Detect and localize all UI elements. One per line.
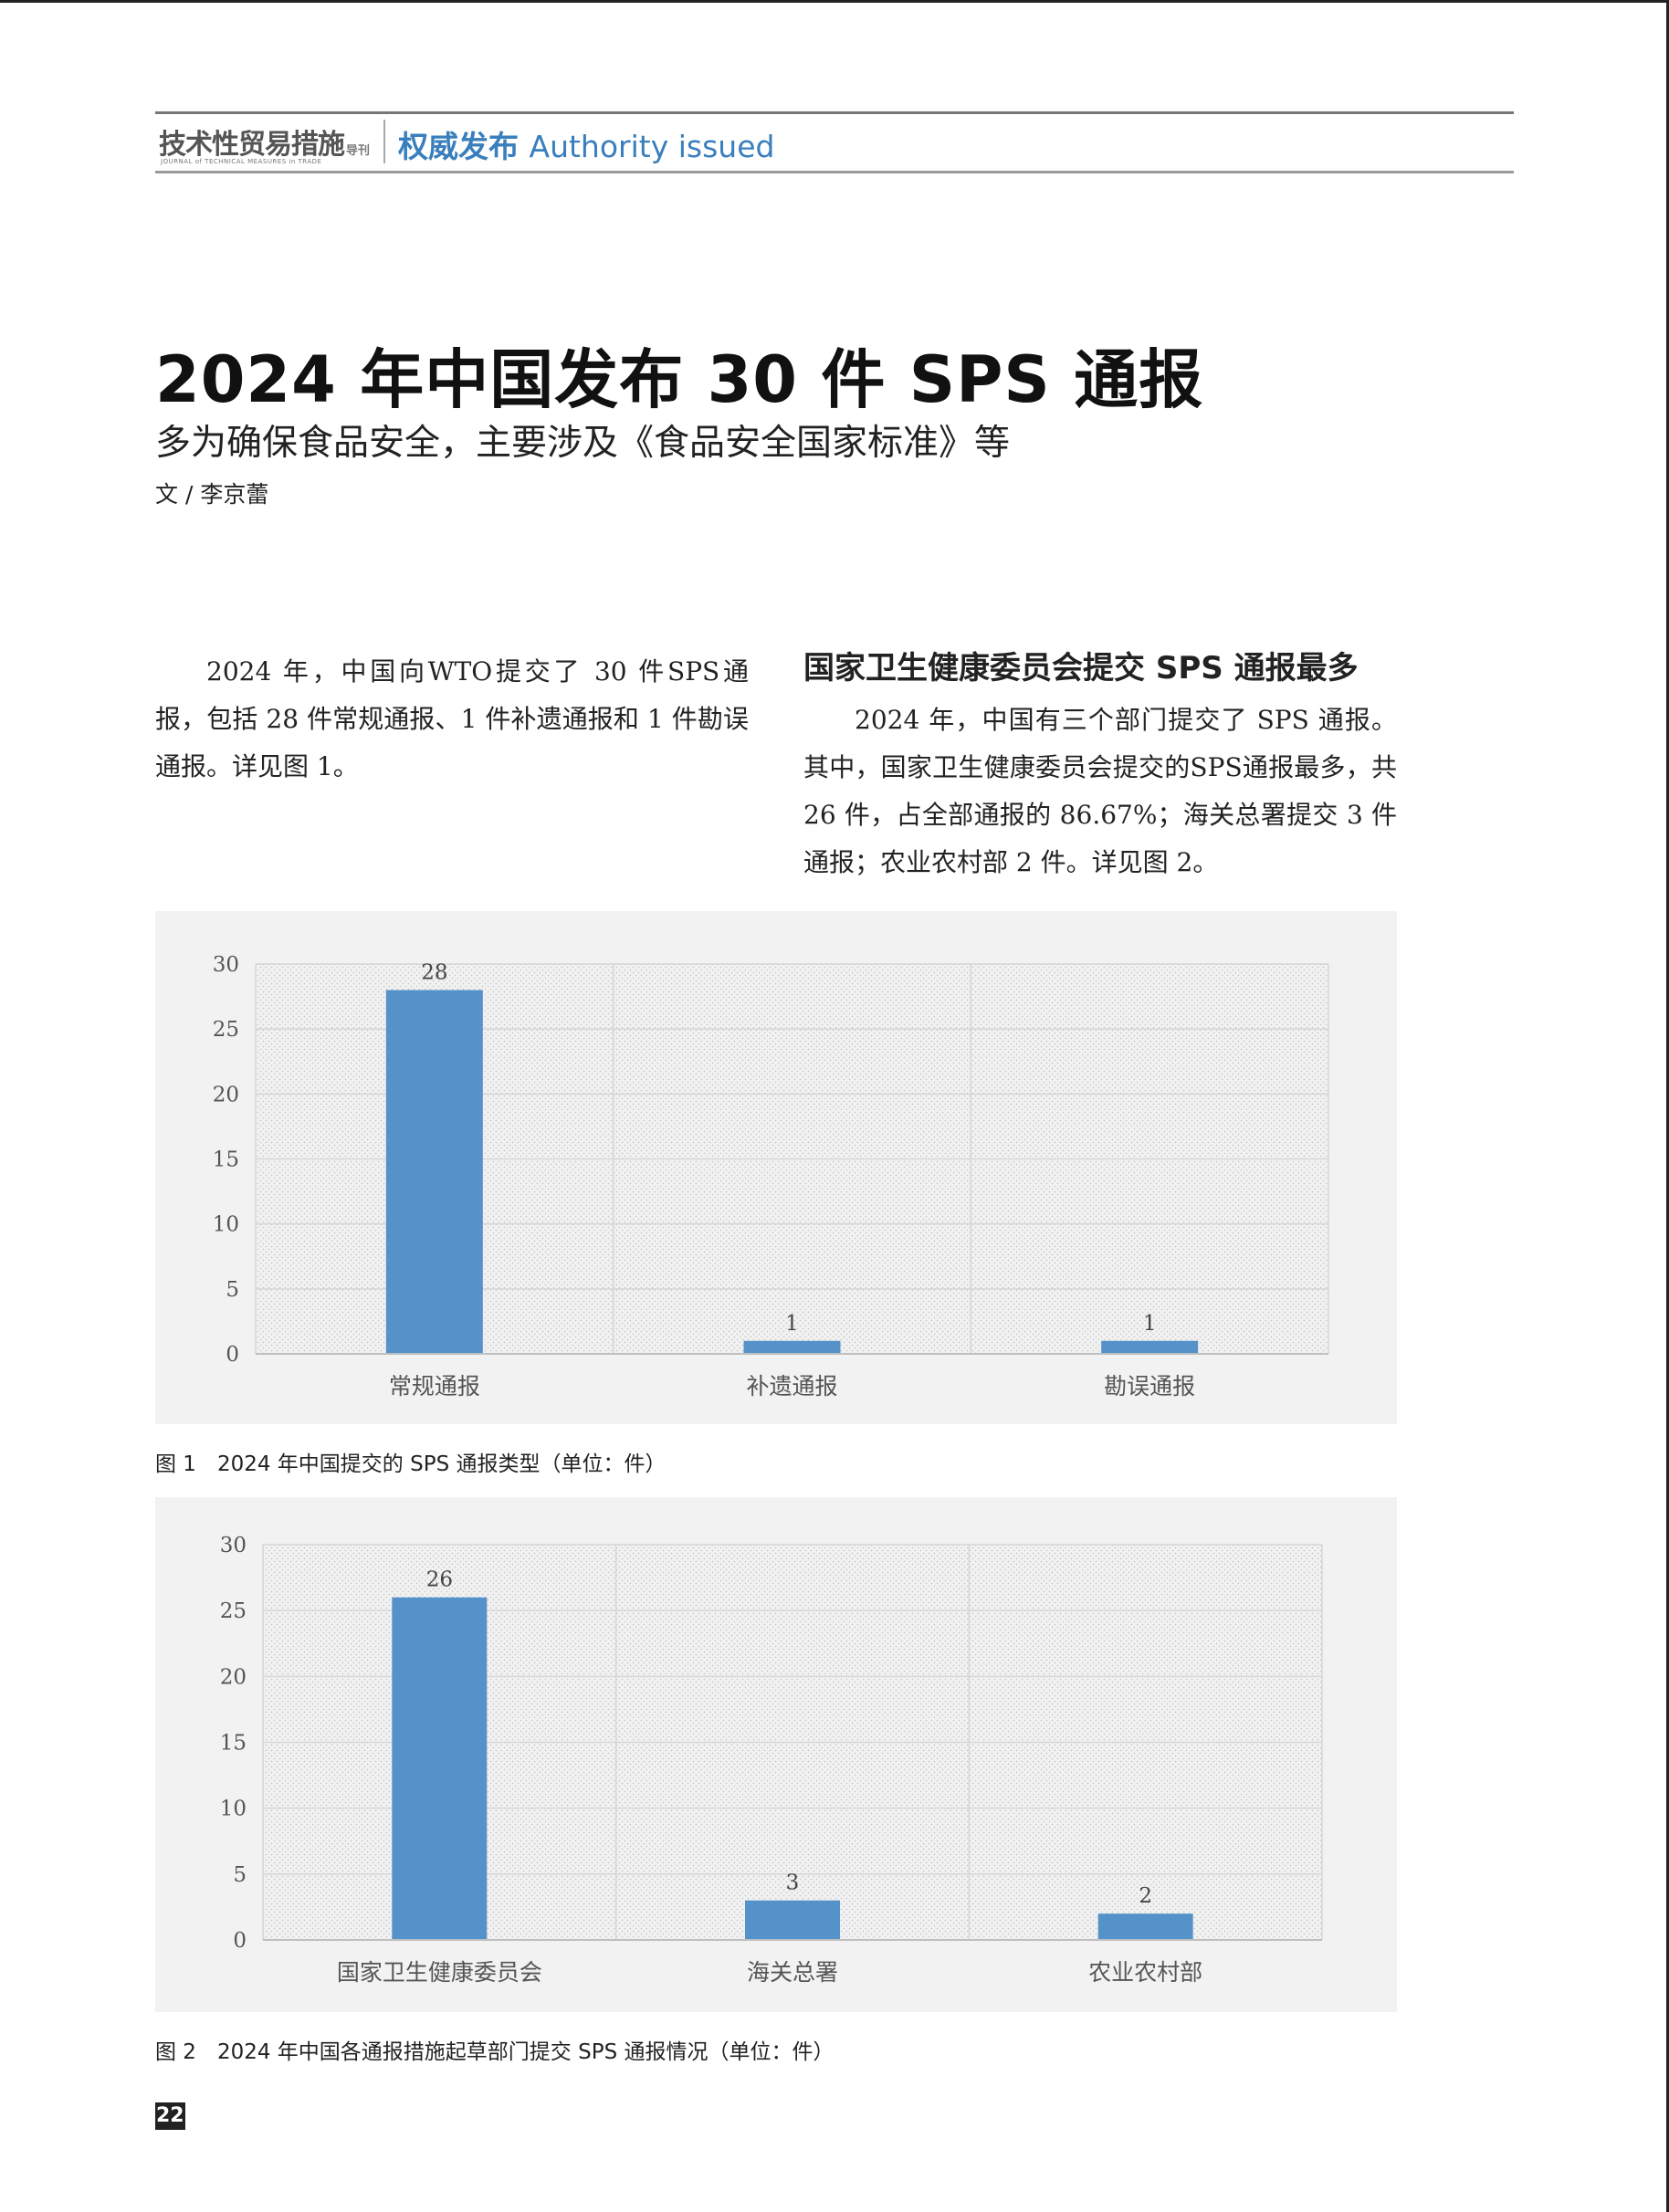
category-label: 补遗通报: [746, 1373, 837, 1400]
y-tick-label: 30: [213, 953, 239, 977]
journal-tag: 导刊: [346, 144, 371, 158]
y-tick-label: 25: [220, 1599, 247, 1623]
bar-value-label: 3: [786, 1871, 800, 1895]
section-heading: 国家卫生健康委员会提交 SPS 通报最多: [803, 650, 1359, 687]
page-frame-right: [1666, 0, 1669, 2212]
bar: [1097, 1913, 1193, 1940]
figure-2-chart: 0 5 10 15 20 25 30 26 国家卫生健康委员会 3 海关总署 2 农业农村部: [155, 1497, 1397, 2012]
bar: [743, 1340, 841, 1354]
section-label-en: Authority issued: [529, 129, 775, 164]
column-left: 2024 年，中国向WTO提交了 30 件SPS通报，包括 28 件常规通报、1…: [155, 648, 749, 791]
y-tick-label: 20: [220, 1665, 247, 1689]
figure-1-caption: 图 1 2024 年中国提交的 SPS 通报类型（单位：件）: [155, 1452, 667, 1476]
category-label: 勘误通报: [1104, 1373, 1195, 1400]
figure-2-caption: 图 2 2024 年中国各通报措施起草部门提交 SPS 通报情况（单位：件）: [155, 2040, 834, 2064]
category-label: 常规通报: [389, 1373, 480, 1400]
page-frame-top: [0, 0, 1669, 3]
y-tick-label: 5: [226, 1278, 239, 1302]
bar: [745, 1900, 840, 1940]
y-tick-label: 0: [233, 1929, 247, 1953]
y-tick-label: 0: [226, 1343, 239, 1367]
category-label: 农业农村部: [1088, 1959, 1202, 1986]
figure-1-svg: 0 5 10 15 20 25 30 28 常规通报 1 补遗通报 1 勘误通报: [213, 953, 1329, 1400]
category-label: 海关总署: [747, 1959, 838, 1986]
bar-value-label: 2: [1139, 1884, 1152, 1908]
bar: [392, 1597, 488, 1940]
running-header: 技术性贸易措施 导刊 JOURNAL of TECHNICAL MEASURES …: [155, 111, 1514, 173]
journal-logo: 技术性贸易措施 导刊 JOURNAL of TECHNICAL MEASURES …: [159, 121, 371, 165]
category-label: 国家卫生健康委员会: [337, 1959, 542, 1986]
y-tick-label: 10: [213, 1213, 239, 1237]
bar: [1101, 1340, 1199, 1354]
y-tick-label: 5: [233, 1863, 247, 1887]
figure-1-chart: 0 5 10 15 20 25 30 28 常规通报 1 补遗通报 1 勘误通报: [155, 911, 1397, 1424]
bar-value-label: 1: [785, 1312, 799, 1336]
y-tick-label: 15: [220, 1732, 247, 1756]
journal-english-name: JOURNAL of TECHNICAL MEASURES in TRADE: [161, 158, 322, 165]
header-separator: [383, 120, 385, 163]
page-number: 22: [155, 2102, 185, 2130]
y-tick-label: 25: [213, 1018, 239, 1042]
article-subtitle: 多为确保食品安全，主要涉及《食品安全国家标准》等: [155, 423, 1011, 464]
y-tick-label: 15: [213, 1148, 239, 1172]
journal-name: 技术性贸易措施: [159, 129, 345, 161]
bar: [385, 990, 483, 1354]
article-author: 文 / 李京蕾: [155, 481, 269, 508]
y-tick-label: 30: [220, 1534, 247, 1557]
column-right: 2024 年，中国有三个部门提交了 SPS 通报。其中，国家卫生健康委员会提交的…: [803, 697, 1397, 886]
bar-value-label: 28: [421, 960, 447, 984]
paragraph-departments: 2024 年，中国有三个部门提交了 SPS 通报。其中，国家卫生健康委员会提交的…: [803, 705, 1397, 877]
paragraph-intro: 2024 年，中国向WTO提交了 30 件SPS通报，包括 28 件常规通报、1…: [155, 656, 749, 781]
bar-value-label: 26: [426, 1568, 453, 1592]
article-title: 2024 年中国发布 30 件 SPS 通报: [155, 342, 1204, 417]
y-tick-label: 10: [220, 1798, 247, 1821]
bar-value-label: 1: [1143, 1312, 1157, 1336]
figure-2-svg: 0 5 10 15 20 25 30 26 国家卫生健康委员会 3 海关总署 2 农业农村部: [220, 1534, 1323, 1986]
section-label: 权威发布 Authority issued: [398, 122, 774, 166]
section-label-cn: 权威发布: [398, 129, 519, 164]
y-tick-label: 20: [213, 1083, 239, 1106]
